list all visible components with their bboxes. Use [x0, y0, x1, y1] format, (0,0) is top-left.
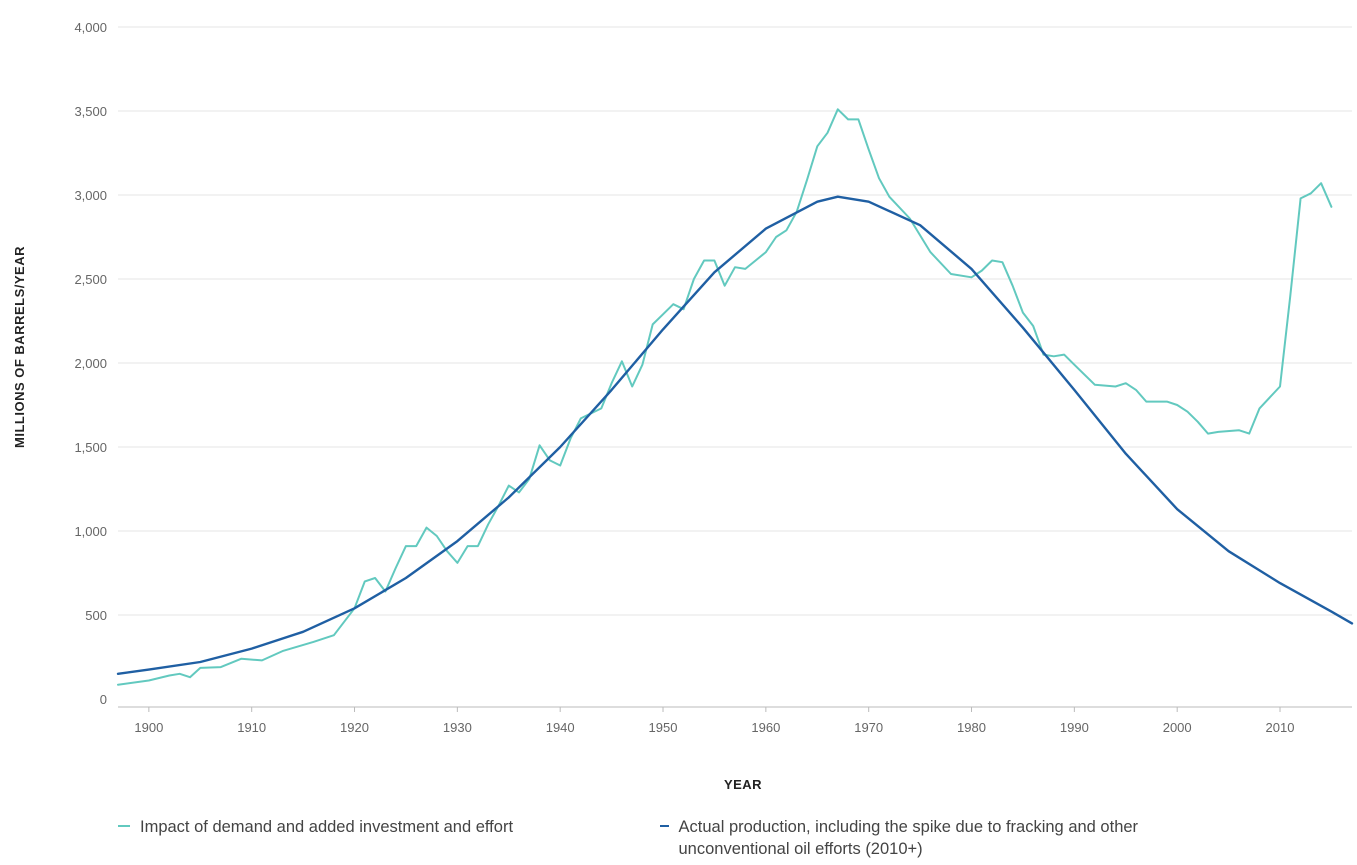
- y-tick-label: 2,000: [74, 356, 107, 371]
- series-line-demand: [117, 108, 1333, 686]
- legend-item-actual: Actual production, including the spike d…: [660, 816, 1180, 860]
- x-tick-label: 1920: [340, 720, 369, 735]
- legend-swatch-teal: [118, 825, 130, 827]
- x-axis: 1900 1910 1920 1930 1940 1950 1960 1970 1980 1990…: [118, 706, 1352, 735]
- x-tick-label: 2000: [1163, 720, 1192, 735]
- y-tick-label: 3,000: [74, 188, 107, 203]
- x-tick-label: 1980: [957, 720, 986, 735]
- y-tick-label: 1,000: [74, 524, 107, 539]
- legend-label-actual: Actual production, including the spike d…: [678, 818, 1139, 858]
- y-axis-ticks: 0 500 1,000 1,500 2,000 2,500 3,000 3,500 4,000: [74, 20, 107, 707]
- x-tick-label: 1970: [854, 720, 883, 735]
- x-tick-label: 1900: [134, 720, 163, 735]
- x-tick-label: 2010: [1266, 720, 1295, 735]
- legend-label-demand: Impact of demand and added investment an…: [140, 818, 514, 836]
- y-tick-label: 1,500: [74, 440, 107, 455]
- y-tick-label: 500: [85, 608, 107, 623]
- y-tick-label: 2,500: [74, 272, 107, 287]
- x-tick-label: 1910: [237, 720, 266, 735]
- y-tick-label: 4,000: [74, 20, 107, 35]
- y-axis-title: MILLIONS OF BARRELS/YEAR: [12, 246, 27, 448]
- x-tick-label: 1950: [649, 720, 678, 735]
- x-tick-label: 1960: [751, 720, 780, 735]
- x-tick-label: 1990: [1060, 720, 1089, 735]
- y-tick-label: 3,500: [74, 104, 107, 119]
- series-line-actual: [116, 195, 1354, 675]
- gridlines: [118, 26, 1352, 616]
- x-tick-label: 1940: [546, 720, 575, 735]
- y-tick-label: 0: [100, 692, 107, 707]
- x-tick-label: 1930: [443, 720, 472, 735]
- series-lines: [116, 108, 1354, 686]
- legend-swatch-blue: [660, 825, 669, 827]
- legend-item-demand: Impact of demand and added investment an…: [118, 816, 513, 838]
- x-axis-title: YEAR: [724, 777, 762, 792]
